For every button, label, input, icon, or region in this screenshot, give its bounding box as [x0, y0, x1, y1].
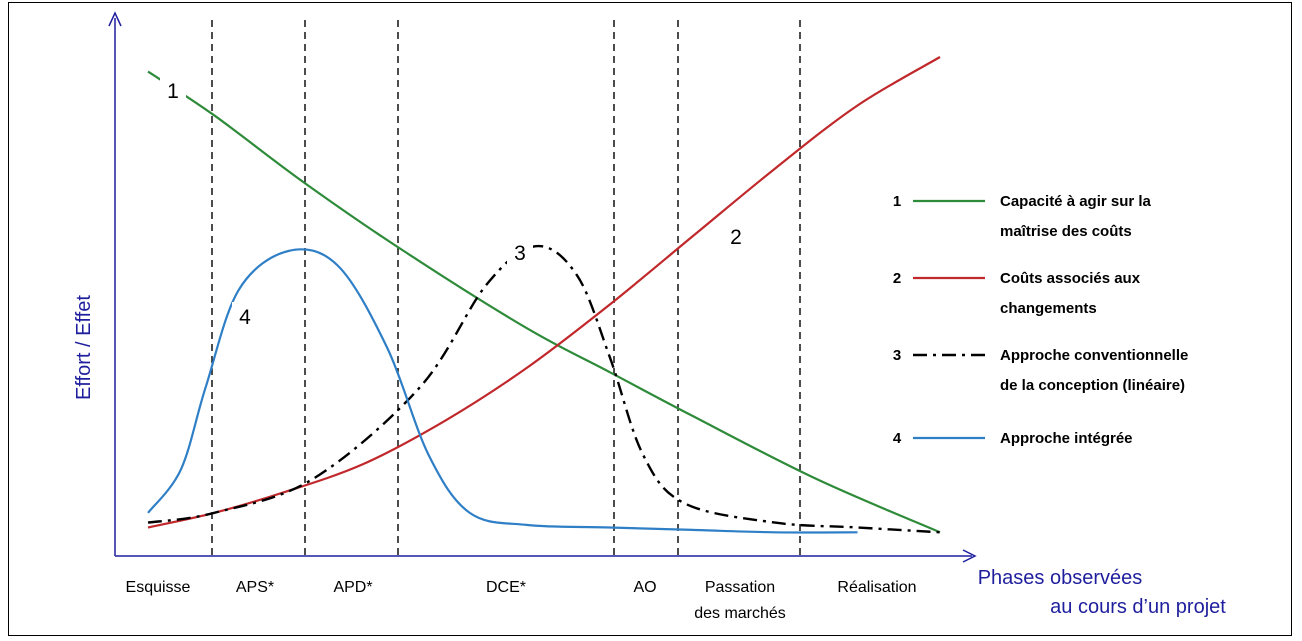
legend-label-4: Approche intégrée — [1000, 430, 1133, 447]
legend-number-2: 2 — [893, 270, 901, 287]
curve-number-2: 2 — [730, 226, 742, 249]
legend-label-3: de la conception (linéaire) — [1000, 377, 1185, 394]
phase-label: des marchés — [694, 605, 786, 622]
legend-number-1: 1 — [893, 193, 901, 210]
legend-label-2: changements — [1000, 300, 1097, 317]
phase-label: Esquisse — [126, 579, 191, 596]
axes — [108, 11, 977, 563]
phase-label: AO — [633, 579, 656, 596]
legend-number-4: 4 — [893, 430, 902, 447]
legend-label-2: Coûts associés aux — [1000, 270, 1141, 287]
curve-number-halo — [160, 76, 186, 106]
series-line-3 — [147, 244, 941, 534]
legend-label-3: Approche conventionnelle — [1000, 347, 1188, 364]
legend-label-1: maîtrise des coûts — [1000, 223, 1132, 240]
series-line-1 — [147, 70, 941, 534]
x-axis-label-line1: Phases observées — [978, 567, 1143, 589]
curve-number-halo — [507, 238, 533, 268]
series-line-2 — [147, 56, 941, 529]
series-line-4 — [147, 248, 858, 534]
curve-number-4: 4 — [239, 306, 251, 329]
phase-label: Réalisation — [837, 579, 916, 596]
curve-number-halo — [232, 302, 258, 332]
curve-number-3: 3 — [514, 242, 526, 265]
x-axis-arrow — [962, 549, 977, 563]
curve-number-1: 1 — [167, 80, 179, 103]
phase-label: Passation — [705, 579, 775, 596]
series-curves — [147, 56, 941, 534]
phase-label: APD* — [333, 579, 372, 596]
chart-frame — [8, 2, 1292, 636]
curve-numbers: 1 2 3 4 — [160, 76, 749, 332]
x-axis-label-line2: au cours d’un projet — [1050, 596, 1226, 618]
legend-label-1: Capacité à agir sur la — [1000, 193, 1152, 210]
curve-number-halo — [723, 222, 749, 252]
y-axis-label: Effort / Effet — [73, 295, 95, 400]
legend: 1 Capacité à agir sur la maîtrise des coût… — [893, 193, 1189, 447]
legend-number-3: 3 — [893, 347, 901, 364]
y-axis-arrow — [108, 11, 122, 27]
phase-dividers — [211, 20, 801, 556]
phase-label: APS* — [236, 579, 274, 596]
phase-labels: Esquisse APS* APD* DCE* AO Passation des march… — [126, 579, 917, 622]
phase-label: DCE* — [486, 579, 526, 596]
